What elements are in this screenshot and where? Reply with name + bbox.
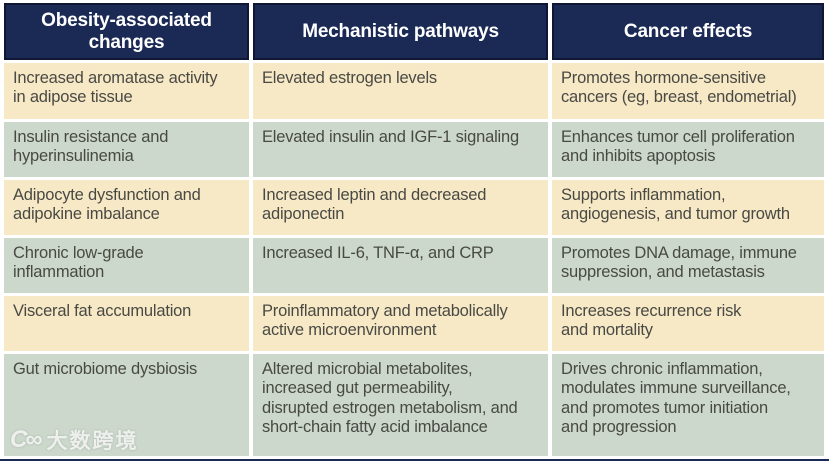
table-cell-effect: Drives chronic inflammation, modulates i… <box>552 354 824 456</box>
table-cell-effect: Enhances tumor cell proliferation and in… <box>552 122 824 177</box>
table-cell-change: Visceral fat accumulation <box>4 296 249 351</box>
table-cell-change: Increased aromatase activity in adipose … <box>4 63 249 119</box>
table-cell-change: Gut microbiome dysbiosis <box>4 354 249 456</box>
column-header-mechanistic-pathways: Mechanistic pathways <box>253 3 548 60</box>
column-header-cancer-effects: Cancer effects <box>552 3 824 60</box>
table-cell-effect: Increases recurrence risk and mortality <box>552 296 824 351</box>
table-cell-pathway: Increased IL-6, TNF-α, and CRP <box>253 238 548 293</box>
table-cell-pathway: Elevated estrogen levels <box>253 63 548 119</box>
table-bottom-border <box>0 459 829 461</box>
table-cell-pathway: Increased leptin and decreased adiponect… <box>253 180 548 235</box>
table-cell-effect: Promotes hormone-sensitive cancers (eg, … <box>552 63 824 119</box>
table-cell-pathway: Elevated insulin and IGF-1 signaling <box>253 122 548 177</box>
table-cell-pathway: Proinflammatory and metabolically active… <box>253 296 548 351</box>
table-cell-pathway: Altered microbial metabolites, increased… <box>253 354 548 456</box>
table-cell-effect: Supports inflammation, angiogenesis, and… <box>552 180 824 235</box>
column-header-obesity-associated-changes: Obesity-associated changes <box>4 3 249 60</box>
table-cell-change: Chronic low-grade inflammation <box>4 238 249 293</box>
table-cell-change: Insulin resistance and hyperinsulinemia <box>4 122 249 177</box>
table-cell-effect: Promotes DNA damage, immune suppression,… <box>552 238 824 293</box>
table-cell-change: Adipocyte dysfunction and adipokine imba… <box>4 180 249 235</box>
